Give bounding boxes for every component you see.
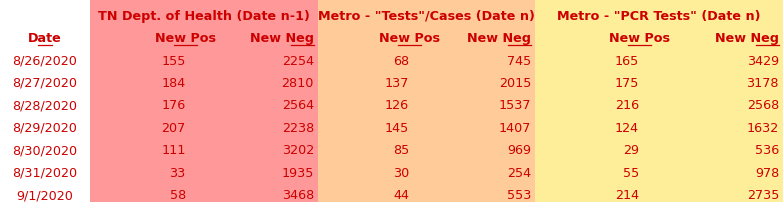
Text: 978: 978 xyxy=(755,167,779,180)
Text: 145: 145 xyxy=(385,122,410,135)
Text: 216: 216 xyxy=(615,99,639,113)
Text: 2254: 2254 xyxy=(282,55,314,67)
Text: 1407: 1407 xyxy=(499,122,531,135)
Text: 85: 85 xyxy=(393,144,410,157)
Text: Metro - "Tests"/Cases (Date n): Metro - "Tests"/Cases (Date n) xyxy=(318,10,535,23)
Text: New Pos: New Pos xyxy=(155,32,216,45)
Text: 553: 553 xyxy=(507,189,531,202)
Text: 3202: 3202 xyxy=(282,144,314,157)
Bar xyxy=(535,0,783,202)
Text: 8/30/2020: 8/30/2020 xyxy=(13,144,78,157)
Text: 214: 214 xyxy=(615,189,639,202)
Text: 124: 124 xyxy=(615,122,639,135)
Text: New Neg: New Neg xyxy=(250,32,314,45)
Text: 2564: 2564 xyxy=(282,99,314,113)
Text: 2238: 2238 xyxy=(282,122,314,135)
Text: 111: 111 xyxy=(161,144,186,157)
Text: 2810: 2810 xyxy=(282,77,314,90)
Text: 68: 68 xyxy=(393,55,410,67)
Text: 155: 155 xyxy=(161,55,186,67)
Text: 2568: 2568 xyxy=(747,99,779,113)
Text: 126: 126 xyxy=(385,99,410,113)
Bar xyxy=(90,0,318,202)
Text: New Neg: New Neg xyxy=(467,32,531,45)
Text: 8/26/2020: 8/26/2020 xyxy=(13,55,78,67)
Text: 207: 207 xyxy=(161,122,186,135)
Text: 8/27/2020: 8/27/2020 xyxy=(13,77,78,90)
Text: 30: 30 xyxy=(393,167,410,180)
Text: 29: 29 xyxy=(623,144,639,157)
Text: 2015: 2015 xyxy=(499,77,531,90)
Text: Metro - "PCR Tests" (Date n): Metro - "PCR Tests" (Date n) xyxy=(557,10,761,23)
Text: 3429: 3429 xyxy=(747,55,779,67)
Text: Date: Date xyxy=(28,32,62,45)
Text: 44: 44 xyxy=(393,189,410,202)
Text: 254: 254 xyxy=(507,167,531,180)
Text: 1632: 1632 xyxy=(747,122,779,135)
Text: TN Dept. of Health (Date n-1): TN Dept. of Health (Date n-1) xyxy=(98,10,310,23)
Text: 8/31/2020: 8/31/2020 xyxy=(13,167,78,180)
Text: 137: 137 xyxy=(384,77,410,90)
Text: 9/1/2020: 9/1/2020 xyxy=(16,189,74,202)
Text: 8/29/2020: 8/29/2020 xyxy=(13,122,78,135)
Text: 969: 969 xyxy=(507,144,531,157)
Text: 745: 745 xyxy=(507,55,531,67)
Text: 58: 58 xyxy=(169,189,186,202)
Text: 2735: 2735 xyxy=(747,189,779,202)
Text: New Pos: New Pos xyxy=(379,32,439,45)
Text: 1537: 1537 xyxy=(499,99,531,113)
Text: 184: 184 xyxy=(161,77,186,90)
Bar xyxy=(318,0,535,202)
Text: 33: 33 xyxy=(169,167,186,180)
Text: 3468: 3468 xyxy=(282,189,314,202)
Text: 3178: 3178 xyxy=(746,77,779,90)
Text: 55: 55 xyxy=(623,167,639,180)
Text: 176: 176 xyxy=(161,99,186,113)
Text: 1935: 1935 xyxy=(282,167,314,180)
Text: New Pos: New Pos xyxy=(608,32,669,45)
Text: 175: 175 xyxy=(615,77,639,90)
Text: 165: 165 xyxy=(615,55,639,67)
Text: 536: 536 xyxy=(755,144,779,157)
Text: New Neg: New Neg xyxy=(715,32,779,45)
Text: 8/28/2020: 8/28/2020 xyxy=(13,99,78,113)
